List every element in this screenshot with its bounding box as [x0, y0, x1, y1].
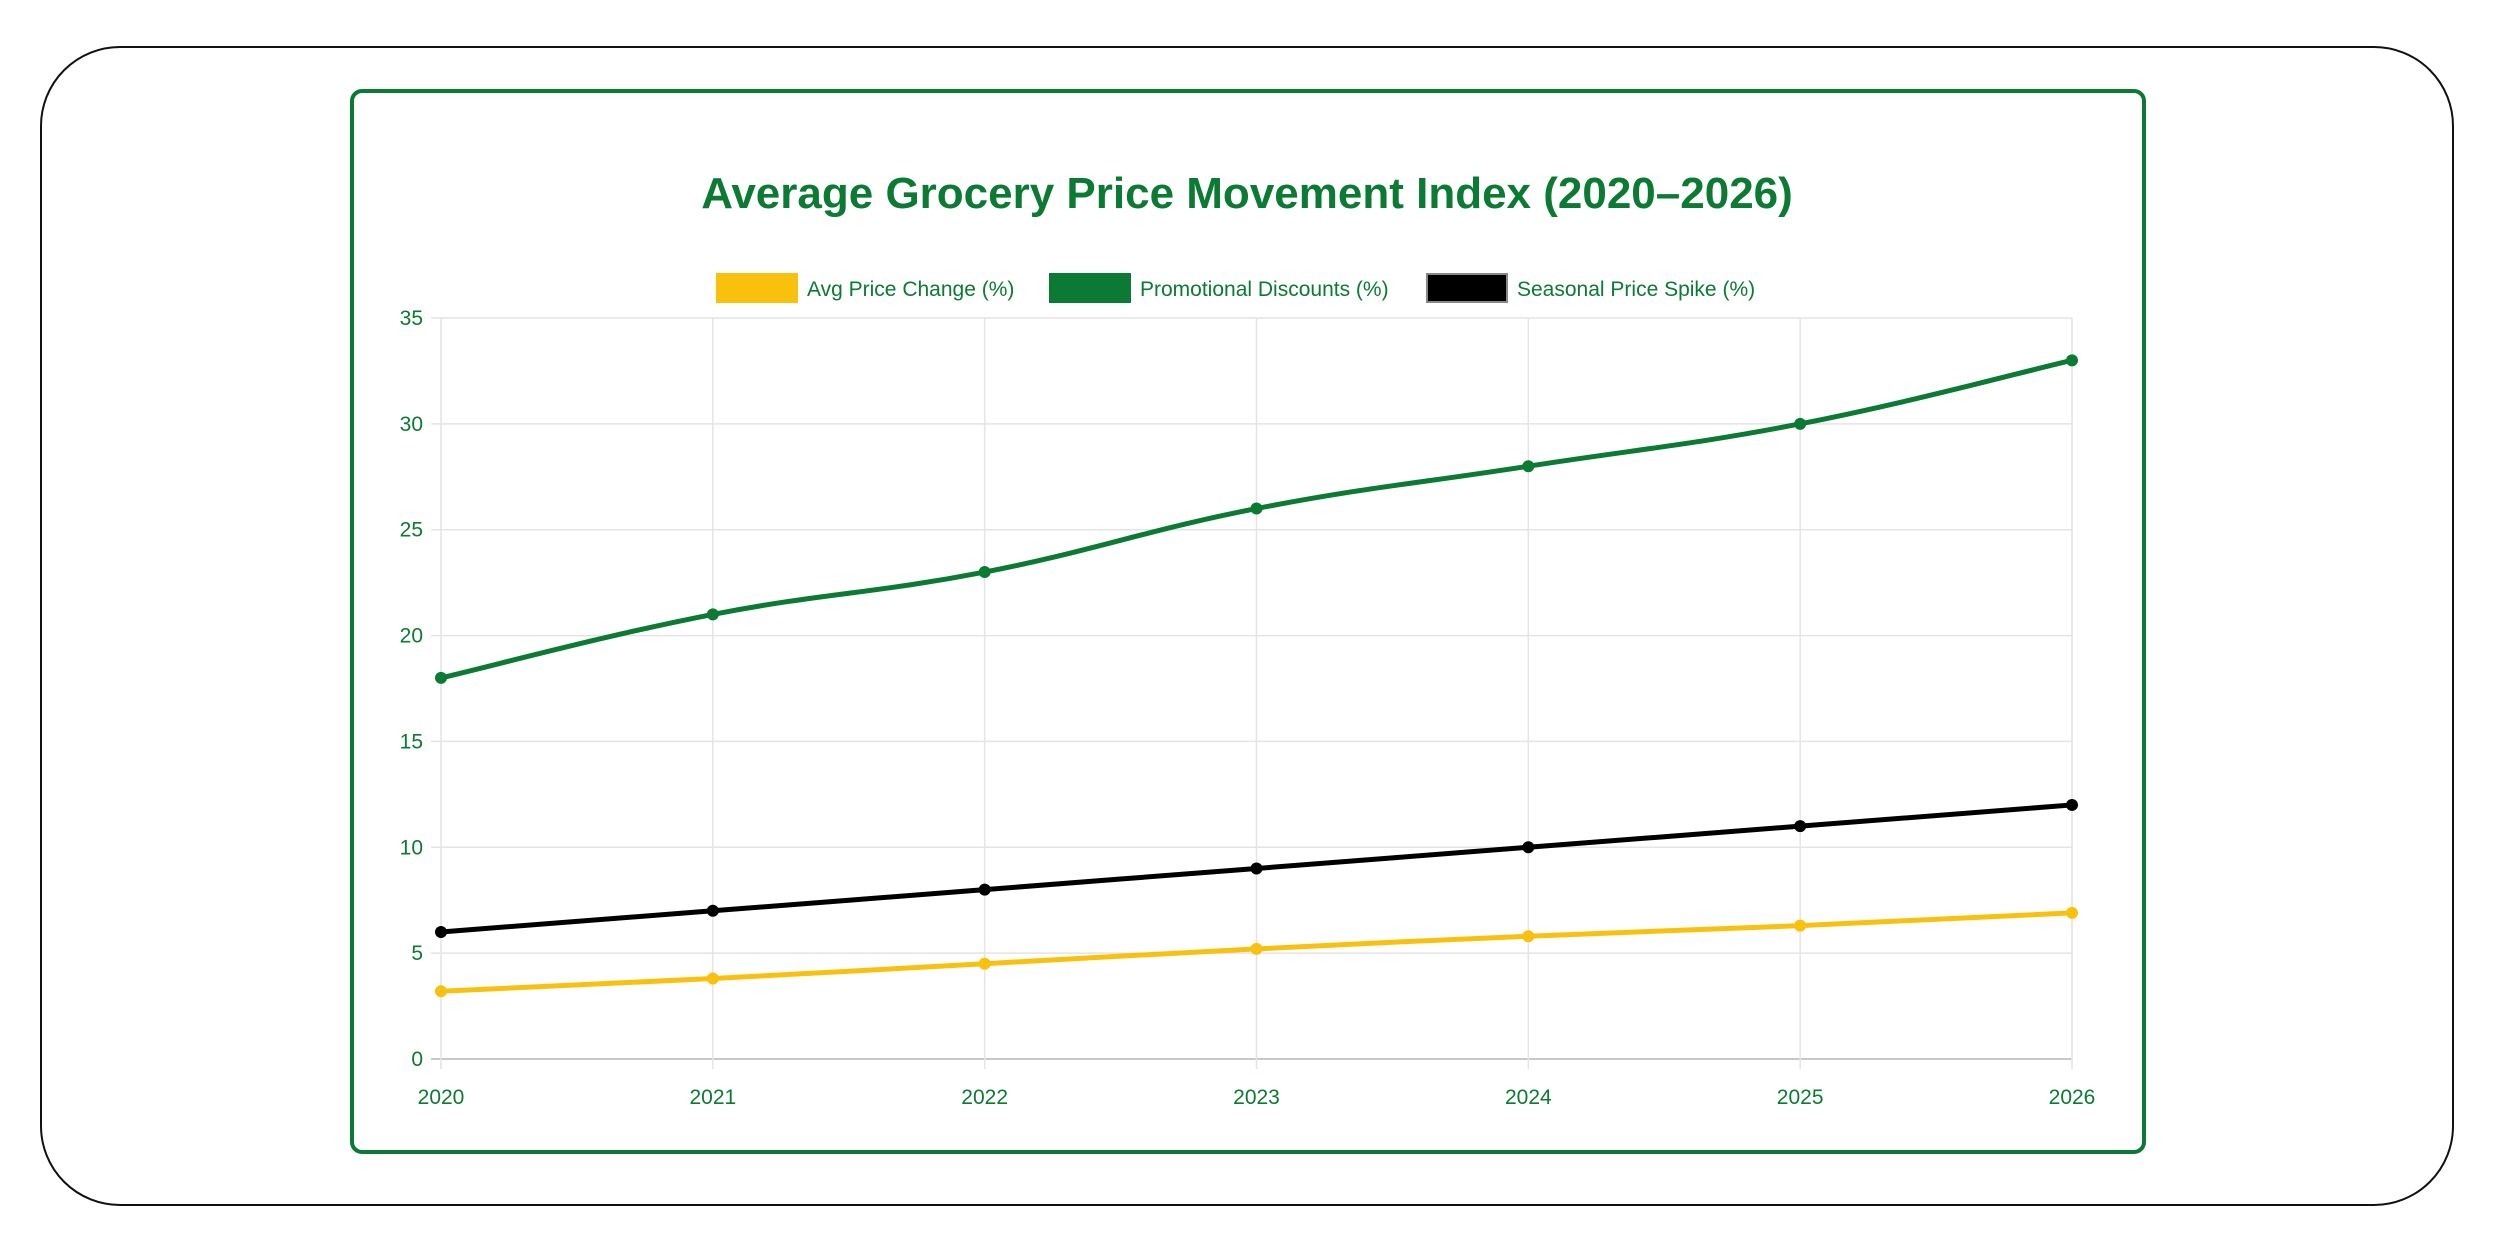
data-point	[1794, 417, 1807, 430]
data-point	[978, 883, 991, 896]
y-tick-label: 20	[400, 625, 423, 648]
data-point	[978, 957, 991, 970]
data-point	[978, 566, 991, 579]
y-tick-label: 5	[411, 942, 423, 965]
legend-swatch	[1049, 273, 1131, 303]
y-tick-label: 15	[400, 730, 423, 753]
data-point	[435, 671, 447, 684]
legend-label: Avg Price Change (%)	[807, 278, 1014, 301]
data-point	[1794, 919, 1807, 932]
data-point	[1522, 460, 1535, 473]
data-point	[706, 904, 719, 917]
data-point	[435, 985, 447, 998]
x-tick-label: 2022	[961, 1086, 1008, 1109]
data-point	[1522, 930, 1535, 943]
chart-frame	[350, 89, 2146, 1154]
series-group	[435, 354, 2078, 998]
legend-swatch	[1426, 273, 1508, 303]
x-tick-label: 2024	[1505, 1086, 1552, 1109]
data-point	[2066, 906, 2078, 919]
legend-label: Promotional Discounts (%)	[1140, 278, 1389, 301]
y-tick-label: 30	[400, 413, 423, 436]
y-tick-label: 0	[411, 1048, 423, 1071]
y-tick-label: 35	[400, 307, 423, 330]
data-point	[435, 925, 447, 938]
data-point	[1250, 942, 1263, 955]
x-tick-label: 2021	[689, 1086, 736, 1109]
legend-swatch	[716, 273, 798, 303]
x-tick-label: 2026	[2049, 1086, 2096, 1109]
y-tick-label: 10	[400, 836, 423, 859]
chart-title: Average Grocery Price Movement Index (20…	[701, 169, 1793, 218]
legend: Avg Price Change (%) Promotional Discount…	[716, 273, 1755, 303]
grid	[431, 317, 2073, 1069]
legend-label: Seasonal Price Spike (%)	[1517, 278, 1755, 301]
x-tick-label: 2020	[418, 1086, 465, 1109]
data-point	[2066, 798, 2078, 811]
y-tick-label: 25	[400, 519, 423, 542]
data-point	[1250, 502, 1263, 515]
data-point	[1794, 820, 1807, 833]
data-point	[706, 608, 719, 621]
x-tick-label: 2025	[1777, 1086, 1824, 1109]
data-point	[706, 972, 719, 985]
data-point	[1250, 862, 1263, 875]
x-tick-label: 2023	[1233, 1086, 1280, 1109]
data-point	[2066, 354, 2078, 367]
outer-card	[40, 46, 2454, 1206]
data-point	[1522, 841, 1535, 854]
